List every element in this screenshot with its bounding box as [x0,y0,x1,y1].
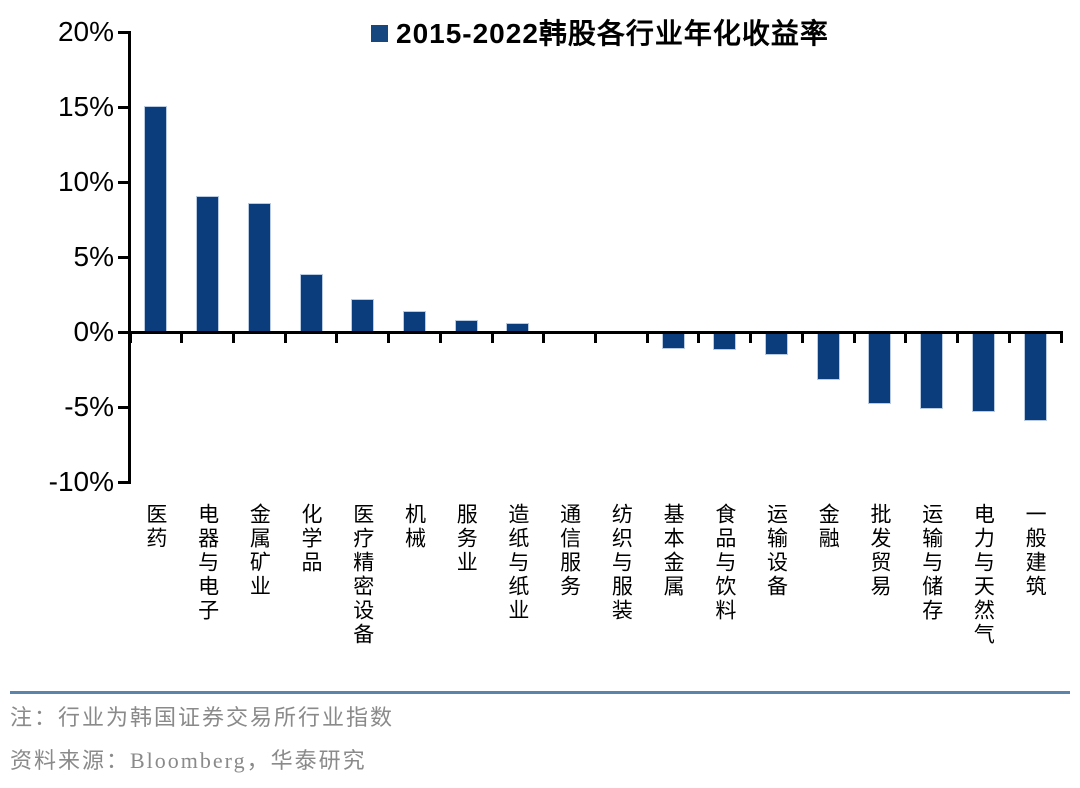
plot-area: 20% 15% 10% 5% 0% -5% -10% 医药 电器与电子 金属矿业 化学品 医疗精密设… [48,16,1063,647]
bar [920,332,944,409]
x-tick [180,333,184,343]
category-label: 服务业 [454,503,479,575]
category-label: 机械 [402,503,427,551]
x-tick [1007,333,1011,343]
bar [351,299,375,332]
bar [816,332,840,380]
x-tick [697,333,701,343]
legend-marker-icon [371,24,388,42]
x-tick [852,333,856,343]
category-label: 一般建筑 [1023,503,1048,599]
y-tick [118,180,128,184]
x-tick [231,333,235,343]
x-tick [490,333,494,343]
category-label: 医药 [143,503,168,551]
y-tick-label: 10% [57,166,114,197]
category-label: 电器与电子 [195,503,220,623]
bar [765,332,789,355]
category-label: 基本金属 [661,503,686,599]
chart-source: 资料来源：Bloomberg，华泰研究 [10,748,367,773]
bar [971,332,995,412]
category-label: 运输与储存 [919,503,944,623]
x-tick [904,333,908,343]
category-label: 电力与天然气 [971,503,996,647]
category-label: 金融 [816,503,841,551]
x-tick [645,333,649,343]
y-tick [118,30,128,34]
x-tick [1059,333,1063,343]
x-tick [749,333,753,343]
bar [713,332,737,350]
y-tick-label: 0% [73,316,114,347]
bar [196,195,220,332]
bar [1023,332,1047,421]
category-label: 批发贸易 [867,503,892,599]
y-tick [118,105,128,109]
x-tick [800,333,804,343]
bar [247,203,271,332]
category-label: 金属矿业 [247,503,272,599]
chart-note: 注：行业为韩国证券交易所行业指数 [10,705,395,730]
y-axis-line [127,30,131,484]
y-tick [118,405,128,409]
x-tick [387,333,391,343]
y-tick-label: 5% [73,241,114,272]
x-tick [128,333,132,343]
x-tick [594,333,597,343]
y-tick-label: -10% [48,466,114,497]
bar [402,311,426,332]
y-tick-label: -5% [64,391,114,422]
y-tick-label: 15% [57,91,114,122]
y-tick [118,480,128,484]
category-label: 纺织与服装 [609,503,634,623]
x-tick [335,333,339,343]
category-label: 造纸与纸业 [505,503,530,623]
bar [661,332,685,349]
y-tick-label: 20% [57,16,114,47]
x-tick [956,333,960,343]
x-axis-line [127,330,1063,334]
y-tick [118,255,128,259]
chart-title-text: 2015-2022韩股各行业年化收益率 [396,18,829,49]
x-tick [542,333,546,343]
category-label: 医疗精密设备 [350,503,375,647]
chart-legend: 2015-2022韩股各行业年化收益率 [371,12,829,52]
category-label: 食品与饮料 [712,503,737,623]
category-label: 化学品 [299,503,324,575]
x-tick [283,333,287,343]
category-label: 通信服务 [557,503,582,599]
x-tick [438,333,442,343]
y-tick [118,330,128,334]
footer-divider [10,691,1070,694]
bar [144,105,168,332]
bar [299,273,323,332]
category-label: 运输设备 [764,503,789,599]
bar [868,332,892,404]
